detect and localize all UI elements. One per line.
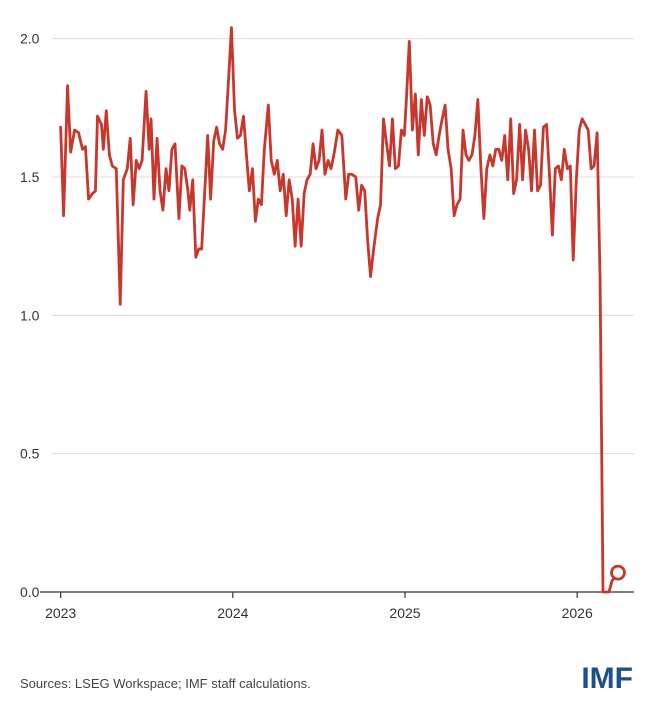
y-tick-label: 1.0: [20, 307, 40, 323]
y-tick-label: 2.0: [20, 31, 40, 47]
y-tick-label: 0.5: [20, 446, 40, 462]
last-point-marker: [610, 564, 626, 581]
x-tick-label: 2026: [562, 605, 593, 621]
y-tick-label: 1.5: [20, 169, 40, 185]
source-note: Sources: LSEG Workspace; IMF staff calcu…: [20, 676, 311, 691]
logo: IMF: [581, 662, 633, 695]
x-tick-label: 2025: [389, 605, 420, 621]
line-series: [59, 26, 620, 594]
x-tick-label: 2023: [45, 605, 76, 621]
x-tick-label: 2024: [217, 605, 248, 621]
y-tick-label: 0.0: [20, 584, 40, 600]
